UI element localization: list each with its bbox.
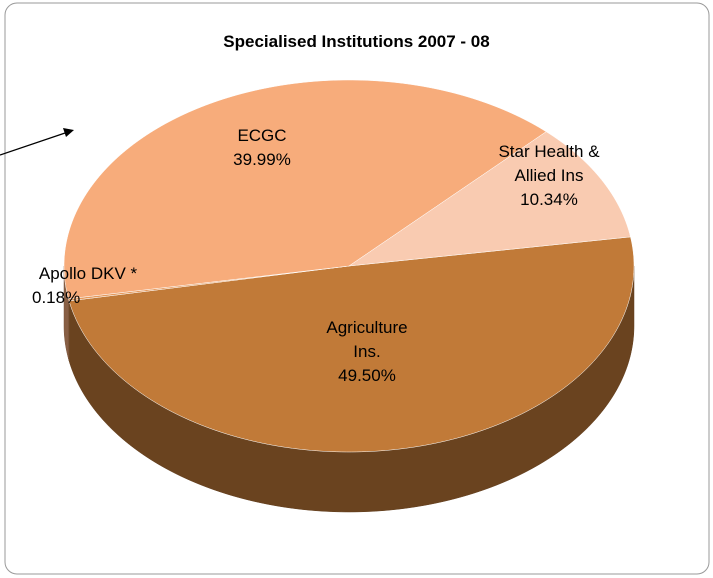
arrow-head [63,128,74,137]
slice [68,236,635,453]
category-label: Apollo DKV * [38,264,138,283]
slice [63,79,547,300]
category-label: Agriculture Ins. [326,318,408,361]
arrow-line [0,131,69,156]
value-label: 49.50% [338,366,396,385]
pie [63,79,635,513]
slice [348,131,631,267]
category-label: ECGC [237,126,287,145]
value-label: 0.18% [32,288,81,307]
category-label: Star Health & Allied Ins [498,142,600,185]
value-label: 39.99% [233,150,291,169]
chart-title: Specialised Institutions 2007 - 08 [223,32,490,51]
data-label: Star Health & Allied Ins 10.34% [479,140,619,212]
value-label: 10.34% [520,190,578,209]
data-label: ECGC 39.99% [202,124,322,172]
data-label: Agriculture Ins. 49.50% [312,316,422,388]
data-label: Apollo DKV * 0.18% [18,262,158,310]
